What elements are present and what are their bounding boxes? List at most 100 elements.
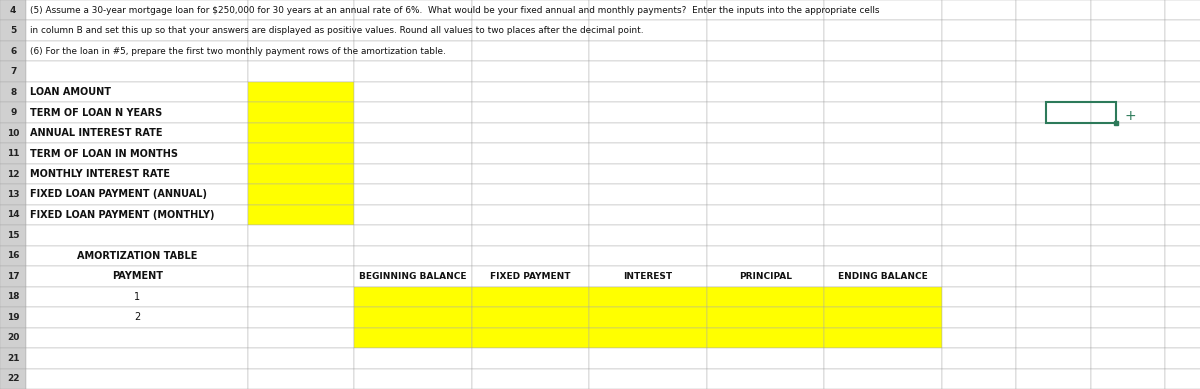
Bar — [824, 143, 942, 164]
Bar — [1165, 266, 1200, 287]
Bar — [248, 184, 354, 205]
Text: LOAN AMOUNT: LOAN AMOUNT — [30, 87, 112, 97]
Bar — [1165, 102, 1200, 123]
Bar — [248, 102, 354, 123]
Text: 17: 17 — [7, 272, 19, 281]
Bar — [707, 102, 824, 123]
Bar — [707, 287, 824, 307]
Text: AMORTIZATION TABLE: AMORTIZATION TABLE — [77, 251, 198, 261]
Text: 15: 15 — [7, 231, 19, 240]
Bar — [824, 123, 942, 143]
Bar — [1165, 123, 1200, 143]
Bar — [248, 307, 354, 328]
Text: 18: 18 — [7, 293, 19, 301]
Bar — [248, 225, 354, 246]
Bar — [707, 307, 824, 328]
Bar — [589, 143, 707, 164]
Text: PRINCIPAL: PRINCIPAL — [739, 272, 792, 281]
Bar — [942, 205, 1016, 225]
Bar — [26, 225, 248, 246]
Bar — [1016, 246, 1091, 266]
Text: +: + — [1124, 109, 1136, 123]
Bar — [472, 205, 589, 225]
Text: FIXED LOAN PAYMENT (ANNUAL): FIXED LOAN PAYMENT (ANNUAL) — [30, 189, 208, 200]
Bar — [1016, 164, 1091, 184]
Bar — [1091, 61, 1165, 82]
Bar — [707, 348, 824, 368]
Bar — [26, 368, 248, 389]
Bar — [707, 368, 824, 389]
Bar — [1091, 82, 1165, 102]
Bar — [0, 225, 26, 246]
Bar — [1091, 102, 1165, 123]
Bar — [707, 61, 824, 82]
Bar — [354, 0, 472, 21]
Bar — [472, 123, 589, 143]
Bar — [354, 123, 472, 143]
Bar — [354, 21, 472, 41]
Bar — [248, 328, 354, 348]
Bar — [589, 41, 707, 61]
Bar — [26, 307, 248, 328]
Bar — [1016, 368, 1091, 389]
Bar — [589, 225, 707, 246]
Bar — [589, 266, 707, 287]
Text: ENDING BALANCE: ENDING BALANCE — [839, 272, 928, 281]
Bar — [942, 266, 1016, 287]
Bar — [1091, 368, 1165, 389]
Text: 21: 21 — [7, 354, 19, 363]
Bar — [824, 41, 942, 61]
Bar — [26, 287, 248, 307]
Bar — [1016, 348, 1091, 368]
Bar — [0, 287, 26, 307]
Bar — [824, 307, 942, 328]
Bar — [1016, 225, 1091, 246]
Bar — [589, 21, 707, 41]
Bar — [1016, 123, 1091, 143]
Text: 9: 9 — [10, 108, 17, 117]
Bar — [707, 123, 824, 143]
Bar — [1016, 184, 1091, 205]
Bar — [0, 348, 26, 368]
Bar — [1165, 348, 1200, 368]
Bar — [824, 348, 942, 368]
Bar — [589, 0, 707, 21]
Bar — [589, 164, 707, 184]
Bar — [248, 205, 354, 225]
Bar — [248, 0, 354, 21]
Bar — [824, 266, 942, 287]
Bar — [26, 82, 248, 102]
Bar — [1165, 61, 1200, 82]
Bar — [942, 348, 1016, 368]
Bar — [942, 225, 1016, 246]
Text: 2: 2 — [134, 312, 140, 322]
Text: 14: 14 — [7, 210, 19, 219]
Text: 16: 16 — [7, 251, 19, 260]
Bar — [26, 61, 248, 82]
Bar — [248, 348, 354, 368]
Bar — [589, 328, 707, 348]
Bar — [472, 287, 589, 307]
Bar — [1091, 41, 1165, 61]
Bar — [472, 246, 589, 266]
Bar — [707, 184, 824, 205]
Bar — [707, 205, 824, 225]
Bar — [26, 164, 248, 184]
Bar — [0, 102, 26, 123]
Bar — [354, 184, 472, 205]
Bar — [707, 328, 824, 348]
Bar — [1091, 225, 1165, 246]
Bar — [472, 21, 589, 41]
Bar — [0, 0, 26, 21]
Bar — [26, 21, 248, 41]
Bar — [707, 246, 824, 266]
Bar — [589, 123, 707, 143]
Bar — [354, 225, 472, 246]
Bar — [1165, 368, 1200, 389]
Text: in column B and set this up so that your answers are displayed as positive value: in column B and set this up so that your… — [30, 26, 643, 35]
Bar — [472, 0, 589, 21]
Bar — [824, 225, 942, 246]
Bar — [354, 307, 472, 328]
Bar — [354, 143, 472, 164]
Bar — [0, 164, 26, 184]
